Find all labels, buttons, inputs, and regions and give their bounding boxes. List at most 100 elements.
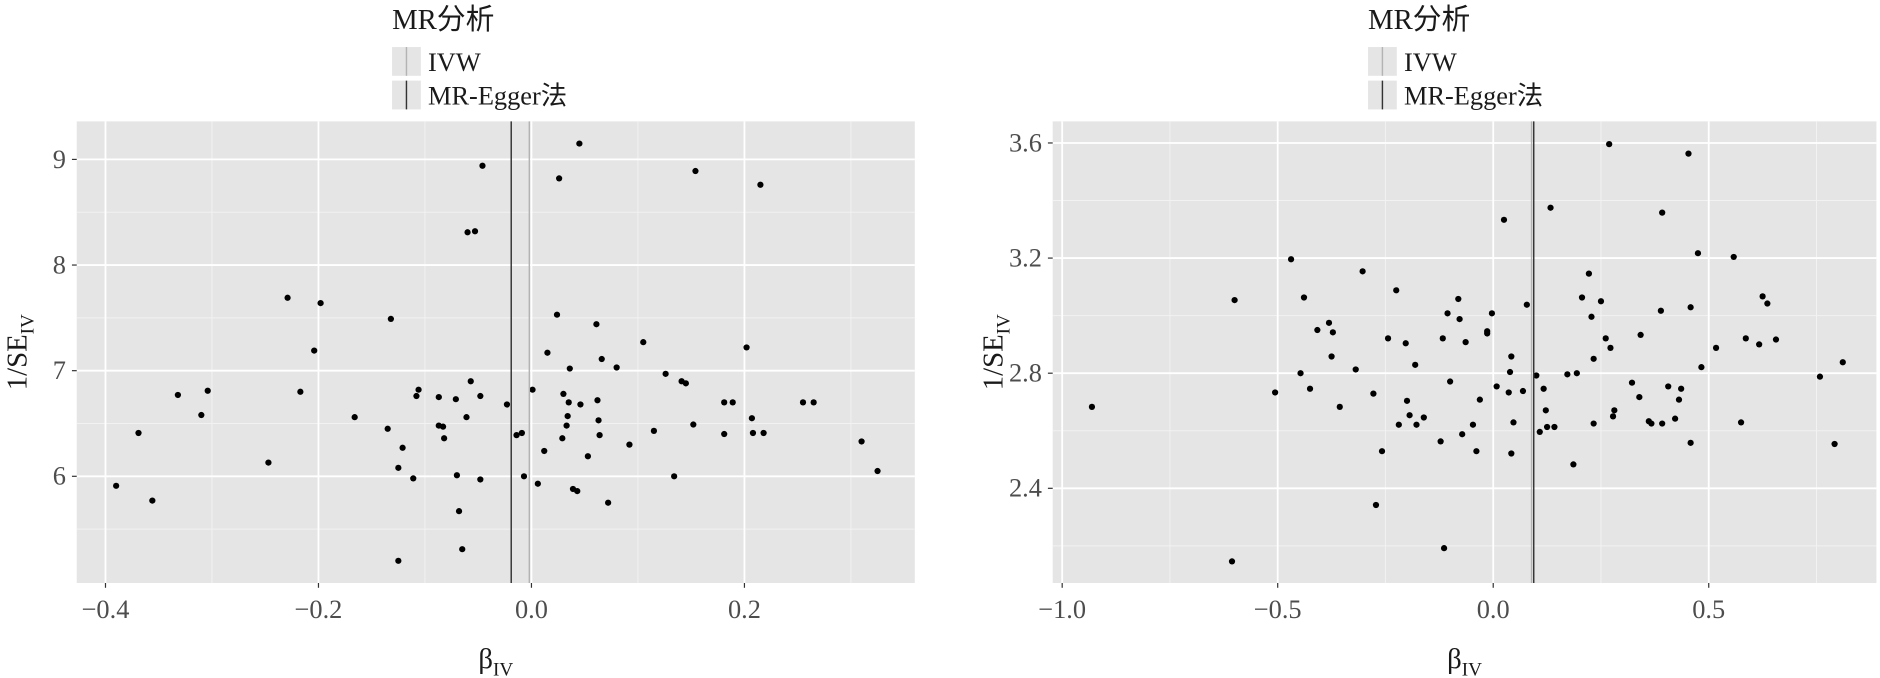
x-axis-label: βIV (1447, 643, 1482, 678)
point (1597, 298, 1605, 305)
point (565, 399, 572, 406)
point (1523, 301, 1530, 308)
point (1659, 209, 1666, 216)
y-tick-label: 6 (53, 462, 66, 491)
point (1440, 545, 1448, 552)
plot-background (1052, 121, 1877, 583)
point (1570, 461, 1577, 468)
point (1493, 383, 1500, 390)
point (541, 447, 548, 455)
point (690, 421, 697, 428)
point (534, 480, 541, 487)
chart-title: MR分析 (1368, 4, 1470, 36)
point (513, 431, 520, 439)
point (1314, 326, 1321, 334)
point (1506, 368, 1514, 376)
point (605, 499, 612, 506)
point (1551, 423, 1558, 431)
point (1657, 307, 1665, 314)
point (1543, 423, 1551, 431)
point (1446, 378, 1454, 385)
point (174, 391, 182, 399)
point (1607, 344, 1614, 351)
y-axis-label: 1/SEIV (1, 314, 38, 390)
point (671, 473, 678, 480)
point (441, 435, 448, 442)
point (1542, 407, 1549, 414)
y-tick-label: 2.4 (1009, 474, 1042, 503)
point (384, 425, 391, 432)
point (574, 487, 581, 495)
point (1488, 310, 1496, 317)
point (1306, 385, 1314, 392)
legend-label: IVW (428, 48, 481, 77)
point (1500, 216, 1508, 223)
point (1659, 420, 1666, 427)
point (749, 429, 757, 437)
point (387, 315, 395, 323)
point (1628, 379, 1636, 386)
point (467, 378, 474, 385)
point (563, 422, 570, 429)
point (520, 473, 528, 480)
point (1413, 421, 1420, 428)
point (748, 415, 756, 422)
point (463, 414, 470, 421)
point (1519, 387, 1527, 395)
point (518, 429, 525, 437)
point (149, 497, 156, 504)
point (1329, 329, 1336, 336)
point (1402, 340, 1409, 347)
point (1420, 414, 1427, 421)
x-tick-label: −0.5 (1254, 595, 1302, 624)
point (640, 339, 647, 346)
point (1437, 438, 1444, 445)
y-tick-label: 9 (53, 145, 66, 174)
point (874, 467, 881, 475)
point (1816, 373, 1824, 380)
point (1609, 413, 1617, 420)
y-tick-label: 3.2 (1009, 243, 1042, 272)
point (1439, 335, 1446, 342)
point (810, 399, 817, 406)
point (799, 399, 807, 406)
point (1378, 448, 1386, 455)
y-axis-label-sub: IV (994, 314, 1015, 334)
point (1271, 389, 1279, 396)
point (564, 412, 571, 420)
point (1588, 313, 1595, 320)
point (1406, 412, 1413, 419)
x-tick-label: −0.4 (82, 595, 130, 624)
point (1536, 428, 1543, 436)
point (1730, 253, 1737, 261)
y-axis-label-main: 1/SE (1, 334, 33, 390)
point (198, 411, 205, 419)
point (692, 167, 699, 175)
legend-label: MR-Egger法 (1404, 82, 1543, 111)
point (613, 364, 620, 371)
point (1742, 335, 1749, 342)
point (1359, 268, 1366, 275)
point (1772, 336, 1780, 343)
point (1228, 558, 1236, 565)
point (204, 387, 211, 394)
point (1606, 141, 1613, 148)
point (464, 229, 471, 236)
point (1444, 310, 1451, 317)
point (566, 365, 573, 372)
point (584, 453, 592, 460)
point (439, 423, 447, 430)
point (594, 397, 601, 404)
point (1533, 372, 1540, 379)
point (477, 476, 484, 483)
point (1508, 353, 1515, 360)
point (395, 557, 402, 564)
point (1585, 270, 1593, 277)
y-tick-label: 2.8 (1009, 359, 1042, 388)
point (553, 311, 561, 318)
point (1325, 319, 1333, 326)
point (297, 388, 304, 395)
point (757, 181, 764, 188)
point (598, 355, 605, 363)
